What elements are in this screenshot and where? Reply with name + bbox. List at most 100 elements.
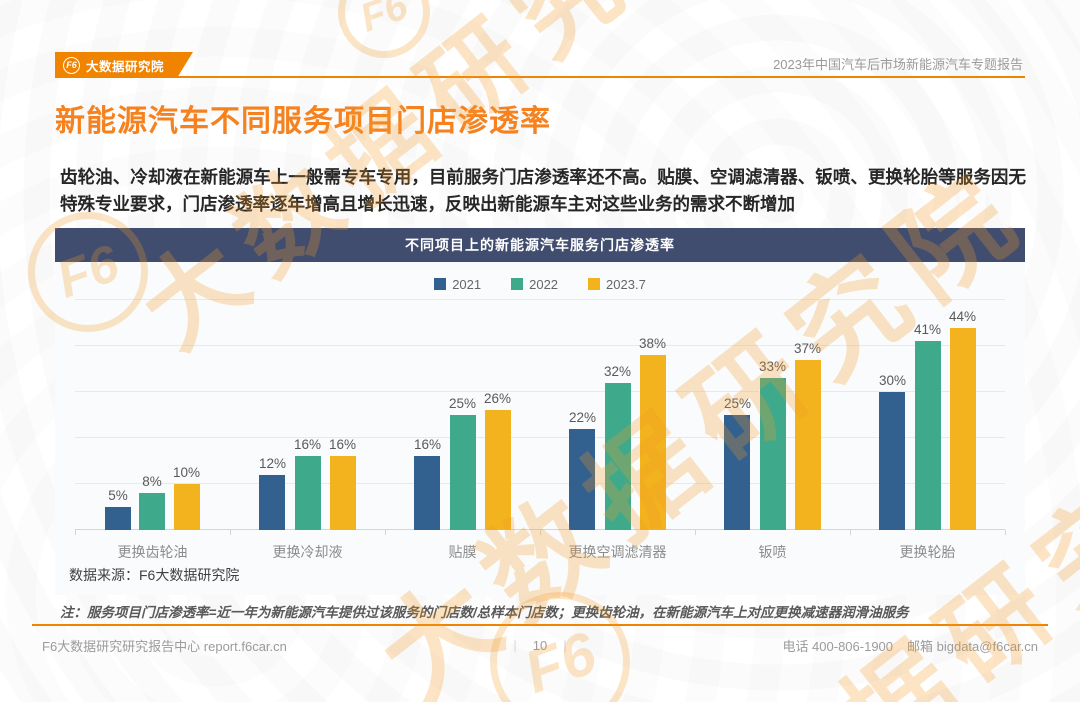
bar-value-label: 8% xyxy=(142,474,162,490)
legend-item: 2021 xyxy=(434,276,481,292)
legend-swatch xyxy=(434,278,447,290)
bar-group: 16% 25% 26% xyxy=(385,300,540,530)
bar-2022 xyxy=(604,382,631,530)
category-label: 更换齿轮油 xyxy=(117,544,188,560)
bar-2023.7 xyxy=(484,410,511,530)
legend-label: 2022 xyxy=(529,276,559,292)
bar-column: 16% xyxy=(294,437,321,530)
legend-swatch xyxy=(511,278,524,290)
bar-group: 25% 33% 37% xyxy=(695,300,850,530)
bar-column: 8% xyxy=(138,474,165,530)
bar-group: 5% 8% 10% xyxy=(75,300,230,530)
bar-value-label: 25% xyxy=(723,396,751,411)
bar-column: 44% xyxy=(949,309,976,530)
bar-value-label: 32% xyxy=(603,363,632,379)
category-label: 更换空调滤清器 xyxy=(568,544,667,560)
footer-phone: 电话 400-806-1900 xyxy=(782,638,894,654)
bar-column: 16% xyxy=(329,437,356,530)
bar-2023.7 xyxy=(949,327,976,530)
bar-2021 xyxy=(259,474,286,530)
category-label: 更换冷却液 xyxy=(272,544,343,560)
bar-column: 12% xyxy=(259,456,286,530)
legend-swatch xyxy=(588,278,601,290)
bar-value-label: 33% xyxy=(758,359,787,375)
bar-value-label: 16% xyxy=(293,437,322,453)
bar-column: 25% xyxy=(449,396,476,530)
logo-text: 大数据研究院 xyxy=(86,59,165,74)
gridline xyxy=(75,391,1005,392)
logo-badge: F6 大数据研究院 xyxy=(55,52,193,78)
bar-2023.7 xyxy=(794,359,821,530)
bar-2022 xyxy=(449,415,476,530)
bar-2021 xyxy=(724,415,751,530)
bar-2021 xyxy=(104,507,131,530)
axis-tick xyxy=(694,530,696,535)
bar-2023.7 xyxy=(329,456,356,530)
bar-value-label: 37% xyxy=(794,340,822,356)
plot-area: 5% 8% 10% 12% 16% 16% 16% 25% 26% 22% 32% 38% 25% 33%… xyxy=(75,299,1006,535)
watermark-f6-logo-icon: F6 xyxy=(325,0,443,71)
bar-column: 5% xyxy=(104,488,131,530)
bar-2021 xyxy=(879,392,906,530)
category-row: 更换齿轮油 更换冷却液 贴膜 更换空调滤清器 钣喷 更换轮胎 xyxy=(75,542,1005,562)
bar-value-label: 16% xyxy=(329,437,357,453)
x-axis-line xyxy=(75,529,1006,535)
category-label: 钣喷 xyxy=(758,544,787,560)
axis-tick xyxy=(1005,530,1006,535)
legend-label: 2021 xyxy=(452,276,482,292)
bar-2022 xyxy=(759,378,786,530)
page-number: 10 xyxy=(532,637,548,653)
bar-column: 25% xyxy=(724,396,751,530)
bar-column: 32% xyxy=(604,364,631,530)
bar-column: 41% xyxy=(914,322,941,530)
page-separator-right: | xyxy=(563,637,567,653)
report-title: 2023年中国汽车后市场新能源汽车专题报告 xyxy=(773,57,1023,72)
bar-column: 30% xyxy=(879,373,906,530)
bar-value-label: 26% xyxy=(484,391,512,407)
bar-value-label: 38% xyxy=(639,336,667,352)
bar-column: 26% xyxy=(484,391,511,530)
page-separator-left: | xyxy=(513,637,517,653)
page-title: 新能源汽车不同服务项目门店渗透率 xyxy=(55,105,551,138)
axis-tick xyxy=(850,530,851,535)
plot-wrap: 5% 8% 10% 12% 16% 16% 16% 25% 26% 22% 32% 38% 25% 33%… xyxy=(75,299,1006,562)
bar-value-label: 5% xyxy=(108,488,128,503)
bar-2021 xyxy=(569,428,596,530)
bar-groups: 5% 8% 10% 12% 16% 16% 16% 25% 26% 22% 32% 38% 25% 33%… xyxy=(75,300,1005,530)
bar-2022 xyxy=(138,493,165,530)
footer-contact: 电话 400-806-1900 邮箱 bigdata@f6car.cn xyxy=(782,636,1038,655)
bar-group: 30% 41% 44% xyxy=(850,300,1005,530)
chart-title: 不同项目上的新能源汽车服务门店渗透率 xyxy=(405,237,675,253)
bar-group: 12% 16% 16% xyxy=(230,300,385,530)
bar-value-label: 41% xyxy=(913,322,942,338)
bar-column: 10% xyxy=(173,465,200,530)
bar-value-label: 44% xyxy=(949,308,977,324)
bar-value-label: 10% xyxy=(172,465,201,480)
bar-value-label: 30% xyxy=(878,373,906,388)
f6-logo-icon: F6 xyxy=(63,57,80,74)
axis-tick xyxy=(229,530,231,535)
bar-2022 xyxy=(914,341,941,530)
gridline xyxy=(75,437,1005,438)
footer-page-indicator: | 10 | xyxy=(513,638,566,653)
legend-item: 2023.7 xyxy=(588,276,646,292)
footnote: 注：服务项目门店渗透率=近一年为新能源汽车提供过该服务的门店数/总样本门店数；更… xyxy=(60,605,909,620)
axis-tick xyxy=(384,530,386,535)
bar-group: 22% 32% 38% xyxy=(540,300,695,530)
intro-paragraph: 齿轮油、冷却液在新能源车上一般需专车专用，目前服务门店渗透率还不高。贴膜、空调滤… xyxy=(60,167,1026,215)
chart-card: 不同项目上的新能源汽车服务门店渗透率 2021 2022 2023.7 5% 8% 10… xyxy=(55,228,1025,595)
bar-2023.7 xyxy=(639,355,666,530)
data-source: 数据来源：F6大数据研究院 xyxy=(69,567,240,583)
legend-item: 2022 xyxy=(511,276,558,292)
bar-value-label: 22% xyxy=(568,409,596,425)
chart-title-bar: 不同项目上的新能源汽车服务门店渗透率 xyxy=(55,228,1025,262)
axis-tick xyxy=(540,530,541,535)
axis-tick xyxy=(75,530,76,535)
category-label: 更换轮胎 xyxy=(899,544,956,560)
legend-label: 2023.7 xyxy=(606,276,646,292)
footer-email: 邮箱 bigdata@f6car.cn xyxy=(907,638,1038,654)
bar-column: 22% xyxy=(569,410,596,530)
gridline xyxy=(75,345,1005,346)
gridline xyxy=(75,483,1005,484)
bar-value-label: 12% xyxy=(258,455,286,471)
